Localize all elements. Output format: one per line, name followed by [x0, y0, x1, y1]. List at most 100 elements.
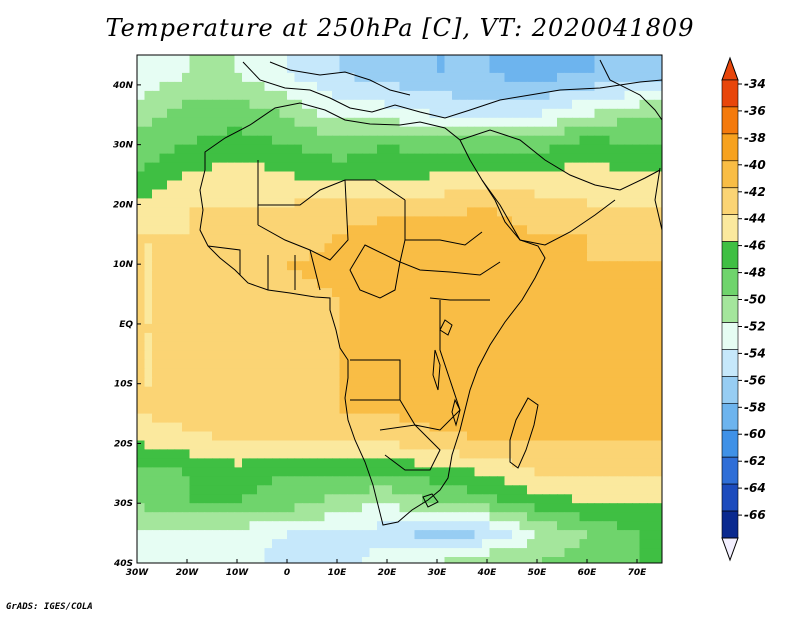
field-cell [467, 234, 476, 244]
field-cell [189, 512, 198, 522]
field-cell [317, 216, 326, 226]
field-cell [152, 198, 161, 208]
field-cell [392, 341, 401, 352]
field-cell [587, 422, 596, 433]
field-cell [624, 368, 633, 379]
field-cell [324, 521, 333, 531]
field-cell [242, 55, 251, 65]
field-cell [234, 216, 243, 226]
field-cell [422, 135, 431, 146]
field-cell [512, 476, 521, 486]
field-cell [167, 189, 176, 200]
field-cell [527, 189, 536, 200]
field-cell [257, 503, 266, 513]
field-cell [339, 557, 348, 563]
field-cell [617, 81, 626, 92]
field-cell [324, 458, 333, 468]
field-cell [452, 72, 461, 83]
field-cell [609, 548, 618, 558]
field-cell [189, 261, 198, 271]
field-cell [647, 539, 656, 549]
field-cell [152, 144, 161, 155]
field-cell [429, 135, 438, 146]
field-cell [377, 521, 386, 531]
field-cell [384, 557, 393, 563]
field-cell [557, 279, 566, 289]
field-cell [174, 422, 183, 433]
field-cell [632, 234, 641, 244]
field-cell [632, 144, 641, 155]
field-cell [144, 359, 153, 370]
field-cell [482, 135, 491, 146]
field-cell [219, 494, 228, 504]
field-cell [294, 503, 303, 513]
field-cell [347, 270, 356, 280]
field-cell [407, 530, 416, 540]
field-cell [264, 548, 273, 558]
field-cell [294, 189, 303, 200]
field-cell [654, 350, 662, 361]
field-cell [377, 144, 386, 155]
field-cell [219, 64, 228, 74]
field-cell [189, 72, 198, 83]
field-cell [437, 270, 446, 280]
field-cell [279, 368, 288, 379]
field-cell [647, 521, 656, 531]
field-cell [369, 270, 378, 280]
field-cell [587, 90, 596, 101]
field-cell [572, 225, 581, 235]
field-cell [219, 485, 228, 495]
field-cell [234, 323, 243, 334]
field-cell [512, 117, 521, 128]
field-cell [609, 404, 618, 415]
field-cell [497, 458, 506, 468]
field-cell [272, 135, 281, 146]
field-cell [422, 368, 431, 379]
field-cell [602, 323, 611, 334]
field-cell [504, 512, 513, 522]
field-cell [264, 539, 273, 549]
field-cell [234, 422, 243, 433]
field-cell [459, 261, 468, 271]
field-cell [602, 422, 611, 433]
field-cell [249, 350, 258, 361]
field-cell [422, 234, 431, 244]
field-cell [617, 189, 626, 200]
field-cell [534, 297, 543, 307]
field-cell [482, 539, 491, 549]
field-cell [429, 99, 438, 110]
field-cell [489, 306, 498, 316]
field-cell [467, 395, 476, 406]
field-cell [519, 458, 528, 468]
field-cell [137, 55, 146, 65]
field-cell [564, 144, 573, 155]
field-cell [497, 117, 506, 128]
field-cell [639, 315, 648, 325]
field-cell [242, 440, 251, 451]
field-cell [557, 64, 566, 74]
field-cell [444, 359, 453, 370]
field-cell [354, 431, 363, 442]
field-cell [347, 557, 356, 563]
field-cell [512, 431, 521, 442]
field-cell [609, 126, 618, 137]
field-cell [609, 198, 618, 208]
field-cell [219, 323, 228, 334]
field-cell [624, 332, 633, 343]
field-cell [279, 413, 288, 424]
field-cell [257, 530, 266, 540]
field-cell [159, 189, 168, 200]
field-cell [264, 207, 273, 217]
field-cell [137, 315, 146, 325]
field-cell [227, 521, 236, 531]
field-cell [182, 288, 191, 298]
field-cell [602, 440, 611, 451]
field-cell [407, 171, 416, 182]
field-cell [579, 377, 588, 388]
field-cell [204, 288, 213, 298]
field-cell [242, 377, 251, 388]
field-cell [354, 413, 363, 424]
field-cell [362, 279, 371, 289]
field-cell [249, 288, 258, 298]
field-cell [159, 108, 168, 119]
